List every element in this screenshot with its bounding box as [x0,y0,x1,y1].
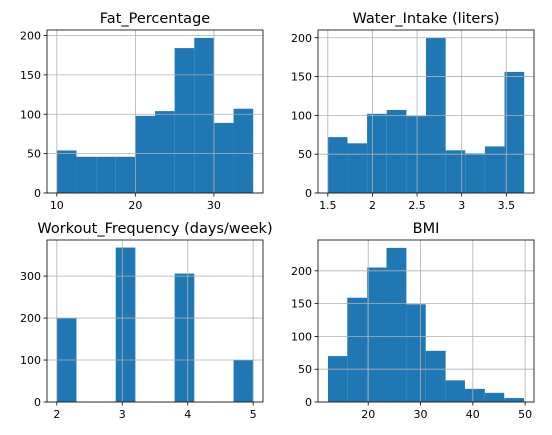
water-intake-bar-9 [505,72,525,193]
workout-frequency-xtick-label-3: 5 [250,408,257,421]
fat-percentage-bar-9 [234,109,254,193]
fat-percentage-bar-7 [194,38,214,193]
water-intake-ytick-label-0: 0 [305,187,312,200]
workout-frequency-xtick-label-1: 3 [119,408,126,421]
bmi-title: BMI [413,221,440,237]
bmi-xtick-label-1: 30 [414,408,428,421]
bmi-ytick-label-4: 200 [291,265,312,278]
bmi-ytick-label-1: 50 [298,363,312,376]
workout-frequency-ytick-label-0: 0 [34,396,41,409]
fat-percentage-ytick-label-3: 150 [20,69,41,82]
bmi-xtick-label-3: 50 [518,408,532,421]
bmi-panel: 20 30 40 50 0 50 100 150 200 BMI [291,221,534,421]
fat-percentage-ytick-label-4: 200 [20,30,41,43]
fat-percentage-bar-6 [175,48,195,193]
fat-percentage-panel: 10 20 30 0 50 100 150 200 Fat_Percentage [20,11,263,212]
bmi-bar-5 [426,351,446,402]
water-intake-ytick-label-1: 50 [298,148,312,161]
water-intake-ytick-label-3: 150 [291,71,312,84]
water-intake-xtick-label-2: 2.5 [408,199,426,212]
fat-percentage-bar-4 [135,116,155,193]
water-intake-bar-8 [485,146,505,193]
bmi-ytick-label-2: 100 [291,330,312,343]
bmi-ytick-label-0: 0 [305,396,312,409]
water-intake-xtick-label-4: 3.5 [498,199,516,212]
water-intake-panel: 1.5 2 2.5 3 3.5 0 50 100 150 200 Water_Intake (lit… [291,11,534,212]
workout-frequency-xtick-label-2: 4 [184,408,191,421]
workout-frequency-bar-9 [234,360,254,402]
water-intake-xtick-label-0: 1.5 [319,199,337,212]
fat-percentage-bar-0 [57,150,77,193]
bmi-bar-2 [367,268,386,402]
fat-percentage-xtick-label-1: 20 [128,199,142,212]
water-intake-ytick-label-2: 100 [291,109,312,122]
workout-frequency-ytick-label-1: 100 [20,354,41,367]
workout-frequency-bar-3 [116,248,136,402]
bmi-bar-7 [465,389,485,402]
fat-percentage-ytick-label-1: 50 [27,148,41,161]
water-intake-title: Water_Intake (liters) [352,11,499,27]
workout-frequency-title: Workout_Frequency (days/week) [37,221,272,237]
fat-percentage-bar-2 [96,157,116,193]
fat-percentage-bar-1 [76,157,96,193]
workout-frequency-bar-6 [175,274,195,402]
fat-percentage-ytick-label-2: 100 [20,108,41,121]
fat-percentage-bar-5 [155,111,175,193]
fat-percentage-bar-8 [214,123,234,193]
workout-frequency-ytick-label-3: 300 [20,270,41,283]
bmi-xtick-label-0: 20 [361,408,375,421]
water-intake-bar-2 [367,114,387,193]
water-intake-ytick-label-4: 200 [291,32,312,45]
water-intake-bar-3 [387,110,407,193]
workout-frequency-axes-frame [47,240,263,402]
bmi-bar-6 [446,380,465,402]
workout-frequency-panel: 2 3 4 5 0 100 200 300 Workout_Frequency (days/we… [20,221,273,421]
water-intake-bar-0 [328,137,348,193]
water-intake-bar-7 [465,153,485,193]
workout-frequency-xtick-label-0: 2 [53,408,60,421]
bmi-bar-4 [406,304,425,402]
bmi-bar-9 [504,398,524,402]
bmi-bar-8 [485,393,504,402]
fat-percentage-ytick-label-0: 0 [34,187,41,200]
water-intake-bar-1 [347,143,367,193]
water-intake-xtick-label-1: 2 [369,199,376,212]
fat-percentage-xtick-label-0: 10 [50,199,64,212]
bmi-xtick-label-2: 40 [466,408,480,421]
bmi-bar-0 [328,356,347,402]
fat-percentage-title: Fat_Percentage [100,11,210,27]
bmi-ytick-label-3: 150 [291,298,312,311]
fat-percentage-xtick-label-2: 30 [207,199,221,212]
fat-percentage-bar-3 [116,157,136,193]
water-intake-xtick-label-3: 3 [458,199,465,212]
workout-frequency-ytick-label-2: 200 [20,312,41,325]
water-intake-bar-6 [446,150,466,193]
bmi-bar-1 [347,298,367,402]
